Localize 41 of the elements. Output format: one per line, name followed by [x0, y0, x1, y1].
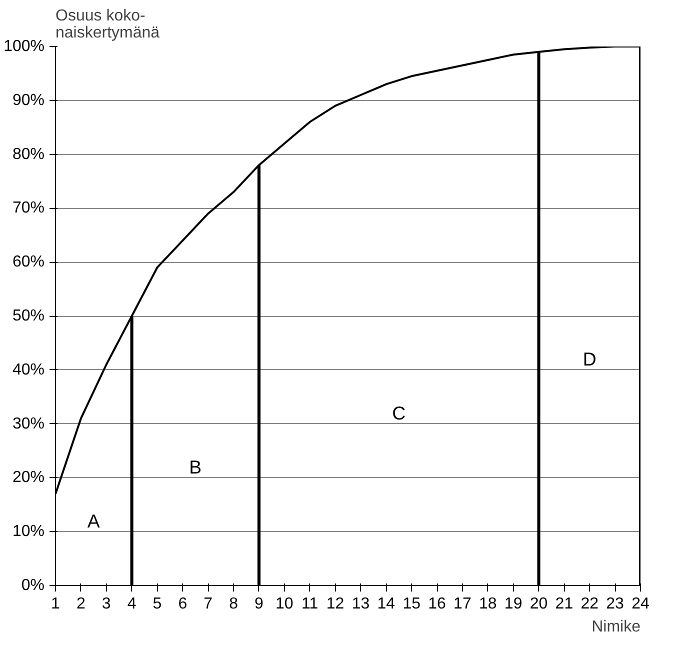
x-tick-label: 18 — [478, 596, 497, 612]
x-tick-label: 9 — [254, 596, 264, 612]
annotation: D — [582, 348, 596, 370]
y-tick-label: 70% — [12, 200, 45, 217]
x-tick-label: 6 — [178, 596, 188, 612]
x-tick-label: 2 — [76, 596, 86, 612]
x-tick-label: 14 — [377, 596, 396, 612]
x-tick-label: 5 — [152, 596, 162, 612]
y-tick-label: 0% — [21, 577, 44, 594]
x-tick-label: 21 — [555, 596, 574, 612]
y-tick-label: 50% — [12, 308, 45, 324]
x-tick-label: 16 — [428, 596, 446, 612]
y-tick-label: 90% — [12, 92, 45, 109]
x-tick-label: 12 — [326, 596, 344, 612]
x-tick-label: 3 — [102, 596, 111, 612]
y-axis-title: Osuus koko- naiskertymänä — [56, 8, 160, 42]
x-tick-label: 8 — [229, 596, 238, 612]
x-tick-label: 10 — [276, 596, 294, 612]
y-tick-label: 20% — [12, 469, 45, 486]
x-tick-label: 20 — [530, 596, 548, 612]
x-tick-label: 24 — [632, 596, 650, 612]
annotation: B — [189, 456, 202, 478]
x-tick-label: 17 — [454, 596, 472, 612]
x-tick-label: 11 — [302, 596, 318, 612]
x-axis-title: Nimike — [592, 618, 641, 636]
y-tick-label: 10% — [12, 523, 45, 540]
y-tick-label: 40% — [12, 361, 45, 378]
x-tick-label: 19 — [504, 596, 522, 612]
annotation: C — [392, 402, 406, 424]
x-tick-label: 22 — [580, 596, 599, 612]
x-tick-label: 1 — [51, 596, 60, 612]
y-tick-label: 80% — [12, 146, 45, 163]
y-tick-label: 60% — [12, 254, 45, 271]
y-tick-label: 30% — [12, 415, 45, 432]
annotation: A — [87, 510, 100, 532]
x-tick-label: 7 — [204, 596, 213, 612]
x-tick-label: 4 — [127, 596, 136, 612]
y-tick-label: 100% — [4, 38, 44, 55]
x-tick-label: 15 — [402, 596, 421, 612]
x-tick-label: 13 — [352, 596, 370, 612]
x-tick-label: 23 — [606, 596, 624, 612]
